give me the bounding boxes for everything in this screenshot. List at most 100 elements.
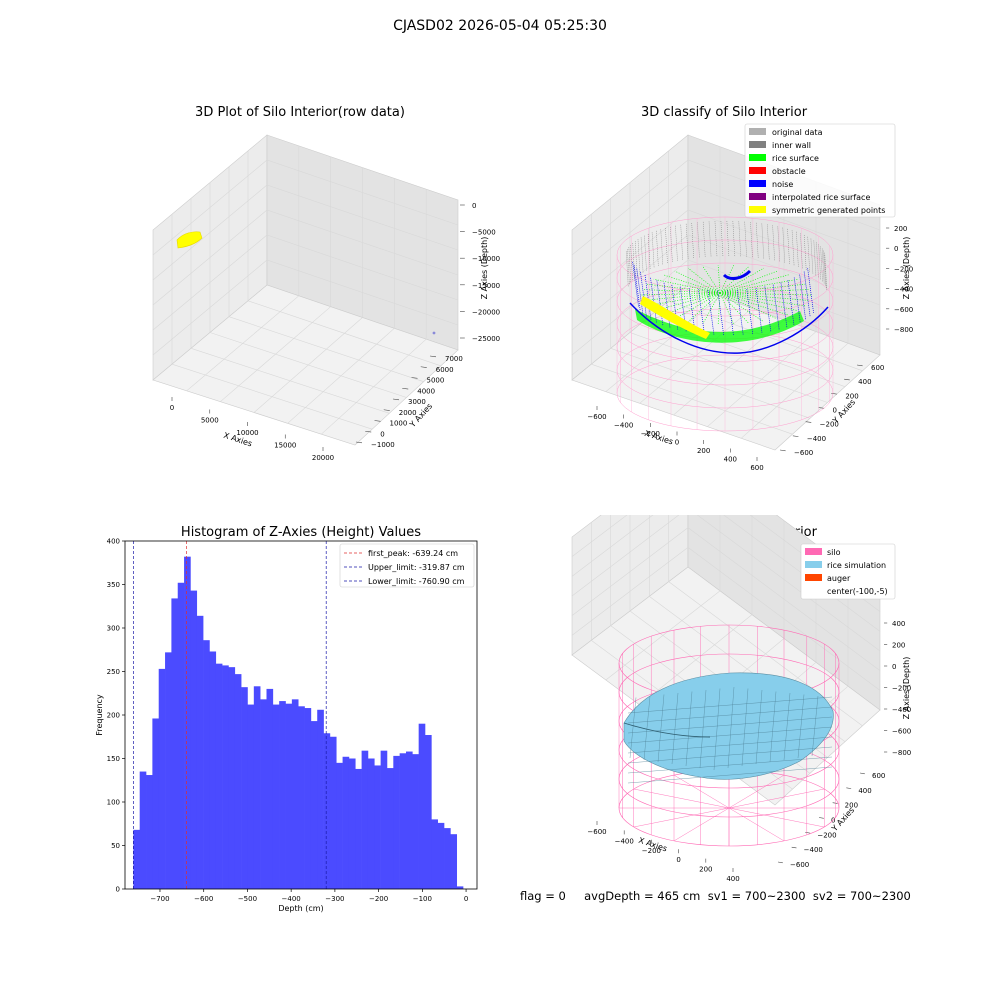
- histogram-bar: [260, 699, 267, 889]
- z-axis-tick-label: −400: [892, 706, 911, 714]
- histogram-bar: [380, 750, 388, 889]
- histogram-bar: [317, 709, 324, 889]
- noise-cluster: [722, 269, 752, 280]
- y-axis-tick: [374, 420, 381, 422]
- z-axis-tick-label: −600: [894, 306, 913, 314]
- x-axis-tick-label: 15000: [274, 442, 296, 450]
- noise-streak: [764, 286, 772, 332]
- noise-streak: [688, 287, 696, 333]
- legend: original data inner wall rice surface obsta…: [744, 123, 896, 218]
- mesh-line: [699, 689, 707, 769]
- legend-label: Upper_limit: -319.87 cm: [368, 563, 465, 572]
- y-axis-label: Frequency: [95, 694, 104, 736]
- x-axis-label: Depth (cm): [278, 904, 323, 913]
- histogram-bar: [133, 829, 140, 889]
- y-axis-tick: [420, 366, 427, 368]
- histogram-bar: [291, 699, 299, 889]
- x-axis-tick-label: −400: [282, 895, 301, 903]
- x-axis-tick-label: −200: [369, 895, 388, 903]
- surface-ray: [719, 292, 778, 320]
- histogram-bar: [348, 758, 356, 889]
- histogram-bar: [336, 762, 343, 889]
- y-axis-tick-label: 3000: [408, 398, 426, 406]
- surface-ray: [640, 292, 721, 296]
- silo-floor-spoke: [728, 774, 785, 809]
- noise-streak: [727, 289, 734, 335]
- silo-floor-spoke: [728, 788, 825, 809]
- x-axis-tick-label: 400: [726, 875, 739, 883]
- surface-ray: [719, 270, 778, 294]
- surface-ray: [717, 265, 721, 294]
- histogram-bar: [399, 753, 407, 889]
- legend-swatch: [749, 180, 766, 187]
- noise-streak: [803, 271, 811, 317]
- silo-floor-spoke: [728, 807, 825, 828]
- outlier-point: [432, 331, 436, 335]
- y-axis-tick-label: 600: [872, 772, 885, 780]
- z-axis-tick-label: 0: [892, 663, 896, 671]
- raw-3d-panel: 3D Plot of Silo Interior(row data) 0 5000 1…: [152, 105, 500, 462]
- y-axis-tick-label: 400: [107, 538, 120, 546]
- y-axis-tick-label: 200: [107, 712, 120, 720]
- mesh-line: [627, 766, 833, 784]
- grid-line: [740, 343, 849, 439]
- mesh-line: [627, 736, 833, 754]
- mesh-line: [713, 688, 721, 771]
- z-axis-label: Z Axies (Depth): [902, 237, 911, 300]
- histogram-bar: [253, 686, 261, 889]
- x-axis-tick-label: 0: [170, 404, 174, 412]
- surface-ray: [719, 292, 750, 325]
- surface-ray: [719, 283, 806, 294]
- silo-floor-spoke: [728, 807, 785, 842]
- y-axis-tick-label: −600: [790, 861, 809, 869]
- mesh-line: [685, 691, 693, 767]
- y-axis-tick-label: 0: [833, 407, 837, 415]
- x-axis-tick-label: 0: [676, 856, 680, 864]
- legend-label: auger: [827, 574, 851, 583]
- y-axis-tick: [792, 435, 799, 437]
- legend-swatch: [749, 193, 766, 200]
- histogram-bar: [209, 651, 217, 889]
- histogram-bar: [272, 704, 280, 889]
- mesh-line: [741, 688, 749, 767]
- histogram-bar: [367, 758, 375, 889]
- x-axis-tick-label: 10000: [236, 429, 258, 437]
- histogram-bar: [444, 828, 451, 889]
- mesh-line: [627, 716, 833, 734]
- mesh-line: [627, 696, 833, 714]
- z-axis-tick-label: −5000: [472, 229, 496, 237]
- panel-title: 3D classify of Silo Interior: [641, 105, 808, 120]
- histogram-bar: [425, 735, 432, 889]
- y-axis-tick-label: 1000: [390, 420, 408, 428]
- x-axis-tick-label: −500: [238, 895, 257, 903]
- y-axis-tick: [411, 377, 418, 379]
- z-axis-tick-label: 0: [472, 202, 476, 210]
- silo-floor-spoke: [633, 807, 730, 828]
- histogram-bar: [196, 615, 204, 889]
- surface-ray: [674, 270, 721, 294]
- x-axis-tick-label: 5000: [201, 417, 219, 425]
- y-axis-tick-label: −400: [807, 435, 826, 443]
- z-axis-tick-label: −20000: [472, 308, 500, 316]
- mesh-line: [671, 692, 679, 765]
- x-axis-tick-label: 0: [675, 439, 679, 447]
- grid-line: [152, 159, 459, 256]
- legend-label: center(-100,-5): [827, 587, 888, 596]
- silo-floor-spoke: [673, 774, 730, 809]
- mesh-line: [627, 756, 833, 774]
- z-axis-label: Z Axies (Depth): [480, 237, 489, 300]
- histogram-bar: [361, 750, 369, 889]
- legend-label: noise: [772, 180, 793, 189]
- histogram-bar: [431, 819, 438, 889]
- y-axis-tick-label: 5000: [427, 377, 445, 385]
- y-axis-tick: [777, 861, 783, 864]
- mesh-line: [627, 706, 833, 724]
- noise-streak: [679, 286, 687, 332]
- noise-streak: [636, 268, 644, 314]
- histogram-bar: [298, 706, 305, 889]
- noise-streak: [663, 282, 671, 328]
- mesh-line: [657, 694, 665, 763]
- y-axis-tick-label: 400: [858, 787, 871, 795]
- legend-swatch: [749, 167, 766, 174]
